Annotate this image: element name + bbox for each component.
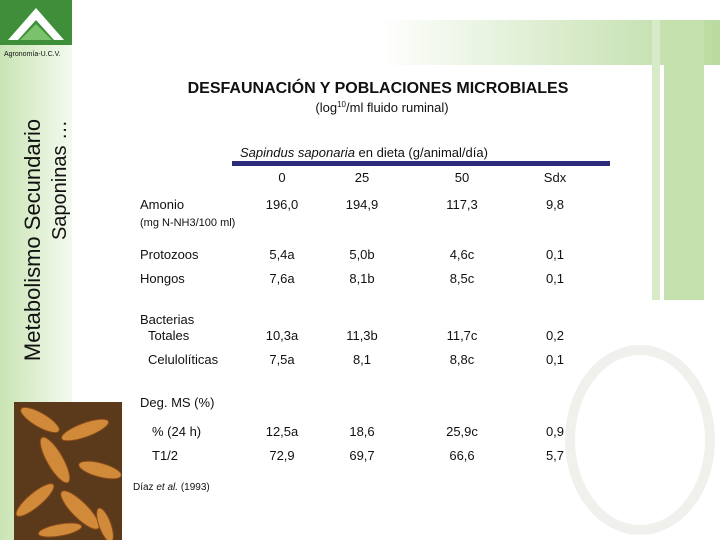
row-label: Protozoos [140,247,199,262]
cell: 25,9c [446,424,478,439]
cell: 0,1 [546,271,564,286]
caption-text: en dieta (g/animal/día) [359,145,488,160]
cell: 196,0 [266,197,299,212]
row-label: T1/2 [152,448,178,463]
decor-stripes [652,20,704,300]
bacteria-image [14,402,122,540]
row-label: Totales [148,328,190,343]
row-group: Deg. MS (%) [140,395,214,410]
top-band [380,20,720,65]
cell: 69,7 [349,448,374,463]
cell: 5,7 [546,448,564,463]
row-group: Bacterias [140,312,195,327]
logo-text: Agronomía-U.C.V. [4,51,61,58]
citation-author: Díaz [133,482,154,493]
column-header: Sdx [544,170,567,185]
caption: Sapindus saponaria en dieta (g/animal/dí… [240,145,488,160]
unit-prefix: (log [315,100,337,115]
cell: 0,2 [546,328,564,343]
logo: Agronomía-U.C.V. [0,0,72,58]
row-note: (mg N-NH3/100 ml) [140,217,235,229]
citation-year: (1993) [181,482,210,493]
cell: 11,3b [346,328,378,343]
cell: 7,5a [269,352,295,367]
column-header: 25 [355,170,369,185]
cell: 4,6c [450,247,475,262]
cell: 5,4a [269,247,295,262]
cell: 11,7c [447,328,478,343]
sidebar-title: Metabolismo Secundario [20,119,45,361]
cell: 0,9 [546,424,564,439]
cell: 72,9 [269,448,294,463]
cell: 8,1b [349,271,374,286]
column-header: 50 [455,170,469,185]
row-label: Hongos [140,271,185,286]
cell: 5,0b [349,247,374,262]
cell: 8,5c [450,271,475,286]
cell: 8,1 [353,352,371,367]
citation: Díaz et al. (1993) [133,482,210,493]
row-label: Amonio [140,197,184,212]
citation-etal: et al. [156,482,178,493]
column-header: 0 [278,170,285,185]
cell: 8,8c [450,352,475,367]
watermark [565,345,715,535]
cell: 7,6a [269,271,295,286]
caption-species: Sapindus saponaria [240,145,355,160]
slide-title: DESFAUNACIÓN Y POBLACIONES MICROBIALES [188,78,569,97]
cell: 9,8 [546,197,564,212]
table: 0 25 50 Sdx Amonio (mg N-NH3/100 ml) 196,0 194,… [140,170,567,463]
cell: 0,1 [546,247,564,262]
cell: 12,5a [266,424,299,439]
cell: 66,6 [449,448,474,463]
cell: 10,3a [266,328,299,343]
caption-rule [232,161,610,166]
unit-suffix: /ml fluido ruminal) [346,100,449,115]
sidebar-subtitle: Saponinas … [49,120,71,240]
cell: 194,9 [346,197,379,212]
unit-sup: 10 [337,100,346,109]
cell: 18,6 [349,424,374,439]
cell: 0,1 [546,352,564,367]
row-label: % (24 h) [152,424,201,439]
row-label: Celulolíticas [148,352,219,367]
cell: 117,3 [446,197,478,212]
unit: (log10/ml fluido ruminal) [315,100,448,115]
